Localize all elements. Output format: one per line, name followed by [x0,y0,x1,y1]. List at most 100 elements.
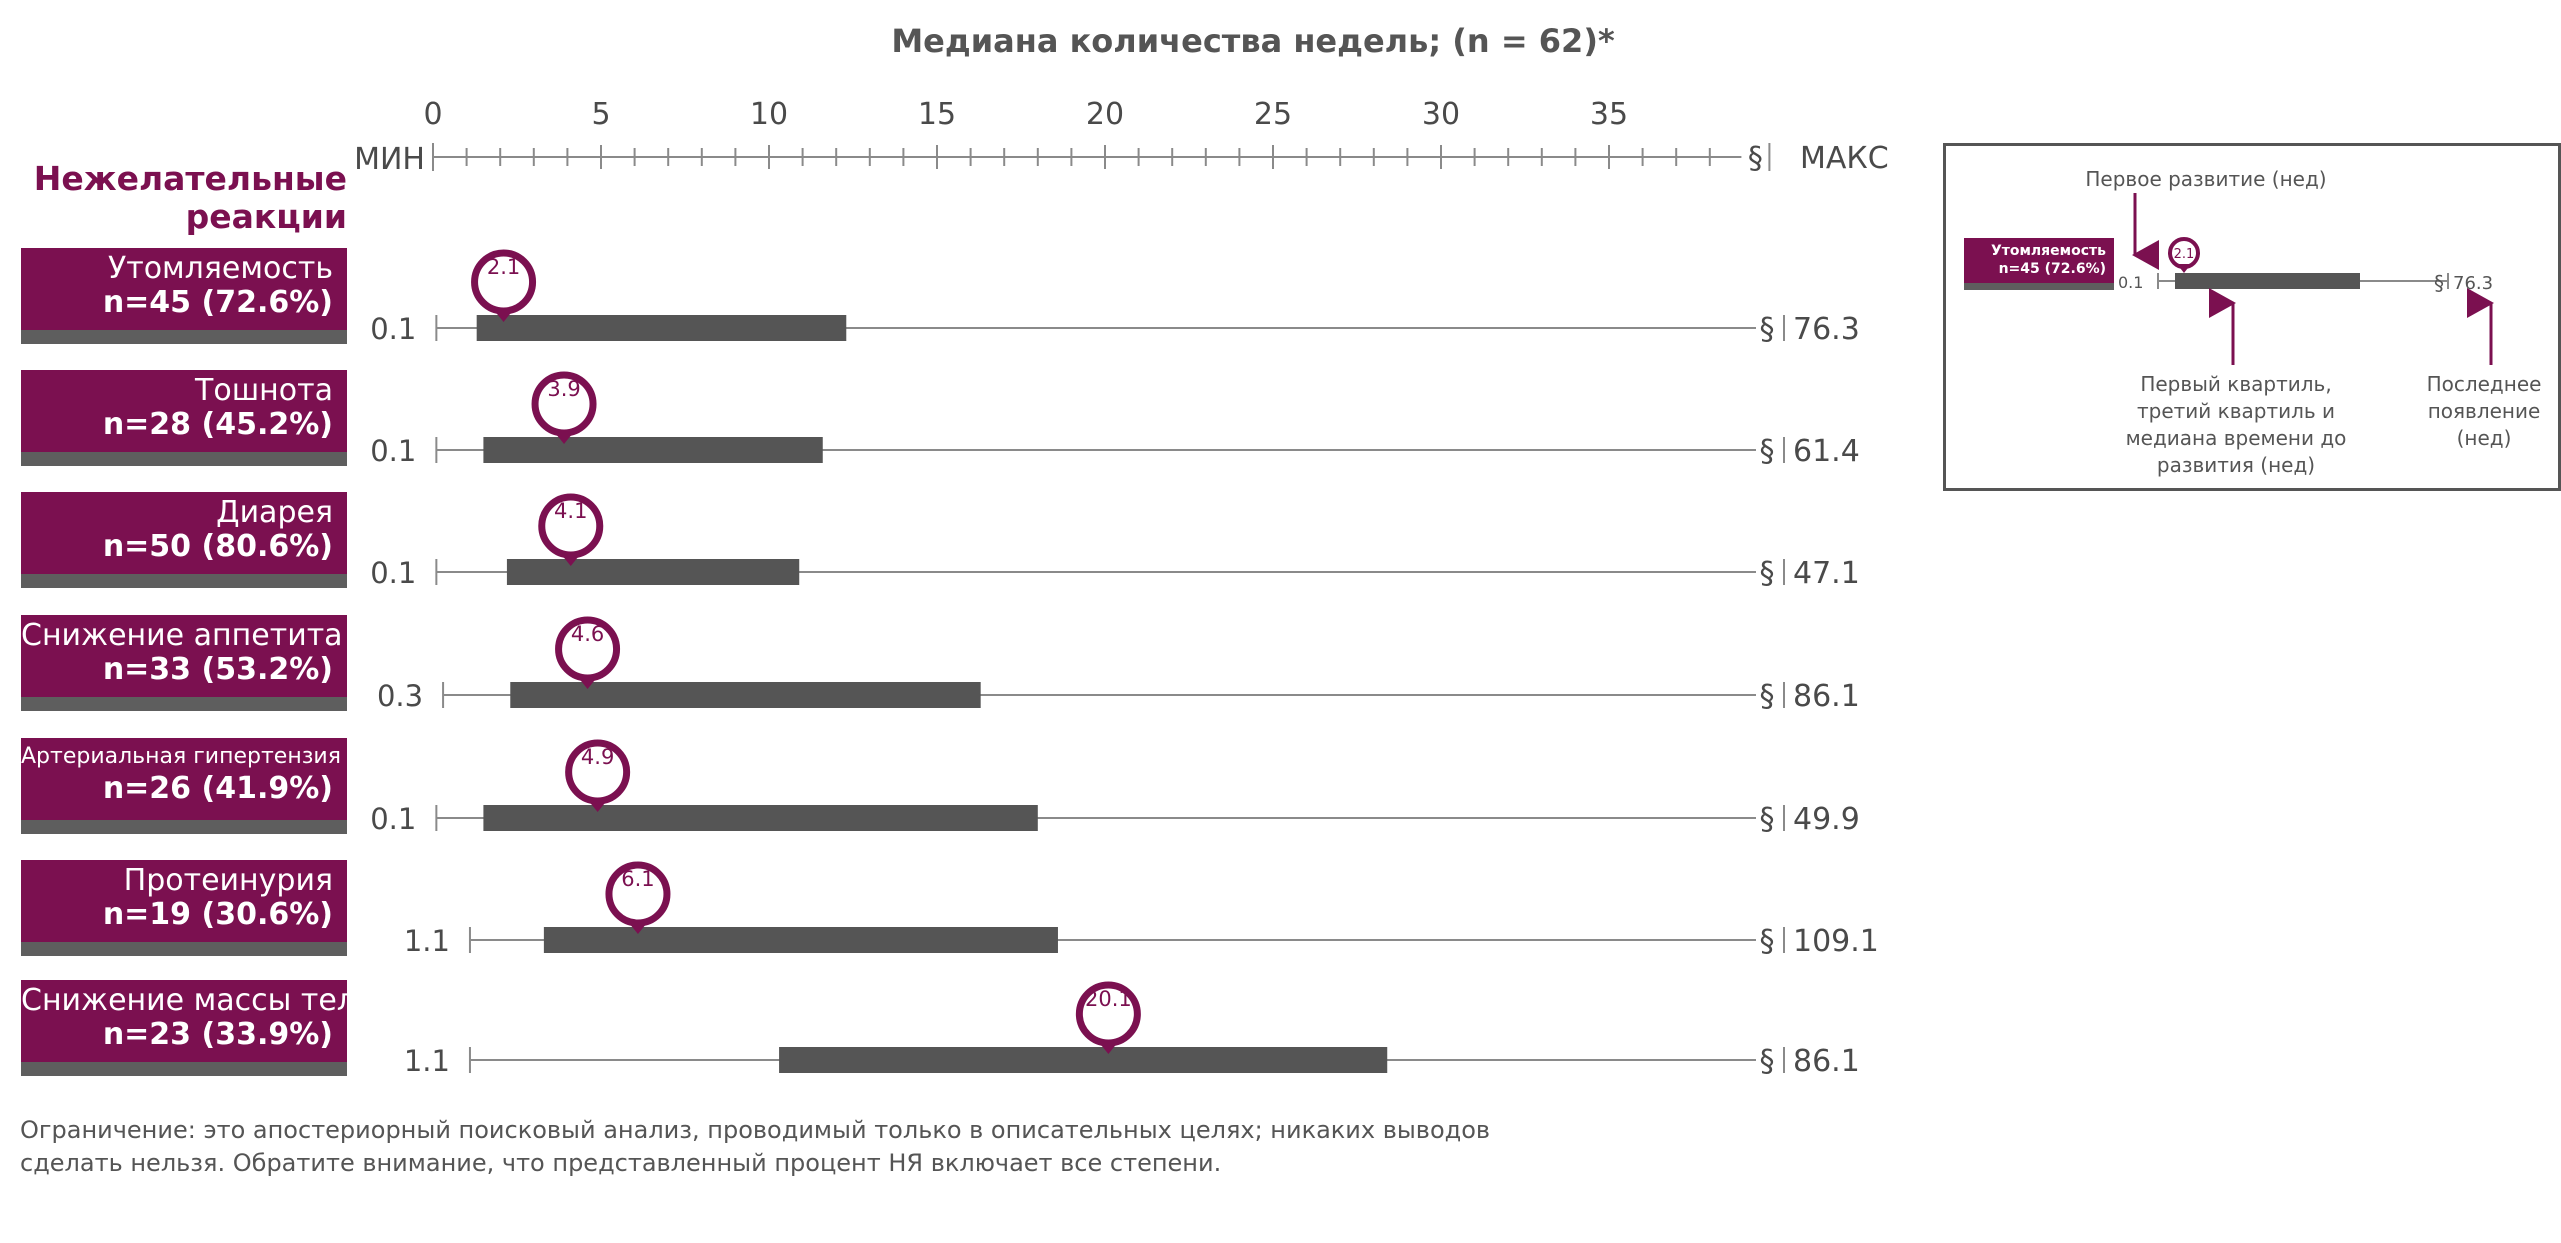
break-symbol: § [1760,679,1775,714]
iqr-bar [506,559,800,585]
median-marker [1075,981,1141,1047]
break-symbol: § [1760,312,1775,347]
legend-quartile-line-1: Первый квартиль, [2140,372,2332,396]
axis-tick-label: 20 [1086,97,1124,132]
median-value-label: 4.9 [581,745,614,769]
axis-min-label: МИН [354,142,425,177]
adverse-reaction-name: Диарея [216,495,333,530]
chart-row-2: 0.1 § 61.4 3.9 [370,371,1860,469]
axis-tick-label: 10 [750,97,788,132]
adverse-reaction-name: Протеинурия [123,863,333,898]
max-value-label: 49.9 [1793,802,1860,837]
footnote-line-1: Ограничение: это апостериорный поисковый… [20,1116,1491,1144]
max-value-label: 47.1 [1793,556,1860,591]
min-value-label: 0.3 [377,679,423,713]
adverse-reaction-count: n=45 (72.6%) [102,285,333,320]
min-value-label: 0.1 [370,802,416,836]
adverse-reaction-count: n=28 (45.2%) [102,407,333,442]
footnote: Ограничение: это апостериорный поисковый… [20,1114,1600,1180]
break-symbol: § [1760,924,1775,959]
adverse-reaction-label: Утомляемость n=45 (72.6%) [21,248,347,344]
median-marker [555,616,621,682]
axis-tick-label: 25 [1254,97,1292,132]
chart-row-6: 1.1 § 109.1 6.1 [404,861,1879,959]
chart-row-3: 0.1 § 47.1 4.1 [370,493,1860,591]
legend-max-label: 76.3 [2453,273,2493,294]
median-value-label: 4.1 [554,499,587,523]
chart-rows: 0.1 § 76.3 2.1 0.1 § 61.4 3.9 0.1 § 47.1 4.1 0.3 § 86.… [370,249,1879,1079]
legend-min-label: 0.1 [2118,273,2143,292]
legend-last-line-3: (нед) [2456,426,2512,450]
axis-tick-label: 35 [1590,97,1628,132]
median-value-label: 20.1 [1085,987,1132,1011]
legend-median-label: 2.1 [2174,247,2195,262]
adverse-reactions-heading: Нежелательные реакции [17,160,347,236]
min-value-label: 0.1 [370,556,416,590]
median-value-label: 2.1 [487,255,520,279]
legend-quartile-line-3: медиана времени до [2125,426,2347,450]
adverse-reaction-count: n=26 (41.9%) [102,771,333,806]
adverse-reaction-name: Утомляемость [107,251,333,286]
legend-break-symbol: § [2434,271,2444,295]
median-marker [471,249,537,315]
legend-sample-name: Утомляемость [1990,243,2106,259]
heading-line-2: реакции [185,197,347,236]
break-symbol: § [1760,556,1775,591]
max-value-label: 86.1 [1793,679,1860,714]
axis-tick-label: 30 [1422,97,1460,132]
heading-line-1: Нежелательные [33,159,347,198]
adverse-reaction-label: Артериальная гипертензия n=26 (41.9%) [21,738,347,834]
median-value-label: 6.1 [621,867,654,891]
legend-sample-n: n=45 (72.6%) [1998,261,2106,277]
adverse-reaction-label: Тошнота n=28 (45.2%) [21,370,347,466]
legend-quartile-line-2: третий квартиль и [2136,399,2336,423]
axis-tick-label: 0 [423,97,442,132]
min-value-label: 1.1 [404,924,450,958]
chart-row-5: 0.1 § 49.9 4.9 [370,739,1860,837]
max-value-label: 61.4 [1793,434,1860,469]
adverse-reaction-count: n=23 (33.9%) [102,1017,333,1052]
legend-median-pointer [2177,264,2191,273]
axis-break-symbol: § [1748,141,1763,176]
min-value-label: 1.1 [404,1044,450,1078]
adverse-reaction-count: n=19 (30.6%) [102,897,333,932]
adverse-reaction-label: Диарея n=50 (80.6%) [21,492,347,588]
break-symbol: § [1760,434,1775,469]
median-marker [605,861,671,927]
chart-row-7: 1.1 § 86.1 20.1 [404,981,1860,1079]
iqr-bar [510,682,981,708]
break-symbol: § [1760,802,1775,837]
iqr-bar [483,437,823,463]
median-marker [565,739,631,805]
min-value-label: 0.1 [370,434,416,468]
legend-last-line-1: Последнее [2426,372,2542,396]
chart-row-1: 0.1 § 76.3 2.1 [370,249,1860,347]
median-value-label: 3.9 [547,377,580,401]
axis-max-label: МАКС [1800,141,1889,176]
footnote-line-2: сделать нельзя. Обратите внимание, что п… [20,1149,1222,1177]
adverse-reaction-label: Протеинурия n=19 (30.6%) [21,860,347,956]
x-axis: МИН 0 5 10 15 20 25 30 35 § МАКС [354,97,1889,177]
adverse-reaction-name: Тошнота [195,373,333,408]
iqr-bar [476,315,847,341]
axis-tick-label: 15 [918,97,956,132]
median-marker [531,371,597,437]
adverse-reaction-name: Снижение аппетита [21,618,343,653]
min-value-label: 0.1 [370,312,416,346]
adverse-reaction-name: Артериальная гипертензия [21,744,341,769]
chart-row-4: 0.3 § 86.1 4.6 [377,616,1860,714]
adverse-reaction-name: Снижение массы тела [21,983,375,1018]
max-value-label: 86.1 [1793,1044,1860,1079]
iqr-bar [543,927,1058,953]
legend-box: Первое развитие (нед) Утомляемость n=45 … [1943,143,2561,491]
legend-last-line-2: появление [2427,399,2541,423]
legend-sample-label: Утомляемость n=45 (72.6%) [1964,238,2114,290]
median-value-label: 4.6 [571,622,604,646]
adverse-reaction-count: n=33 (53.2%) [102,652,333,687]
legend-quartile-line-4: развития (нед) [2156,453,2316,477]
max-value-label: 109.1 [1793,924,1879,959]
adverse-reaction-label: Снижение массы тела n=23 (33.9%) [21,980,375,1076]
legend-first-development: Первое развитие (нед) [2085,167,2327,191]
median-marker [538,493,604,559]
